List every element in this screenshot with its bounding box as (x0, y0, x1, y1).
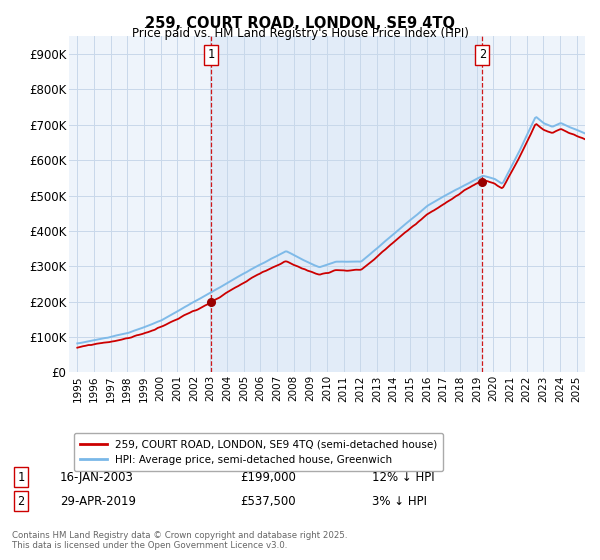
Text: 1: 1 (17, 470, 25, 484)
Text: Contains HM Land Registry data © Crown copyright and database right 2025.
This d: Contains HM Land Registry data © Crown c… (12, 530, 347, 550)
Text: 3% ↓ HPI: 3% ↓ HPI (372, 494, 427, 508)
Text: £537,500: £537,500 (240, 494, 296, 508)
Text: 16-JAN-2003: 16-JAN-2003 (60, 470, 134, 484)
Text: Price paid vs. HM Land Registry's House Price Index (HPI): Price paid vs. HM Land Registry's House … (131, 27, 469, 40)
Text: 29-APR-2019: 29-APR-2019 (60, 494, 136, 508)
Text: 12% ↓ HPI: 12% ↓ HPI (372, 470, 434, 484)
Text: 2: 2 (17, 494, 25, 508)
Text: 2: 2 (479, 48, 486, 62)
Text: 259, COURT ROAD, LONDON, SE9 4TQ: 259, COURT ROAD, LONDON, SE9 4TQ (145, 16, 455, 31)
Legend: 259, COURT ROAD, LONDON, SE9 4TQ (semi-detached house), HPI: Average price, semi: 259, COURT ROAD, LONDON, SE9 4TQ (semi-d… (74, 433, 443, 471)
Bar (211, 36, 482, 372)
Text: £199,000: £199,000 (240, 470, 296, 484)
Text: 1: 1 (208, 48, 215, 62)
